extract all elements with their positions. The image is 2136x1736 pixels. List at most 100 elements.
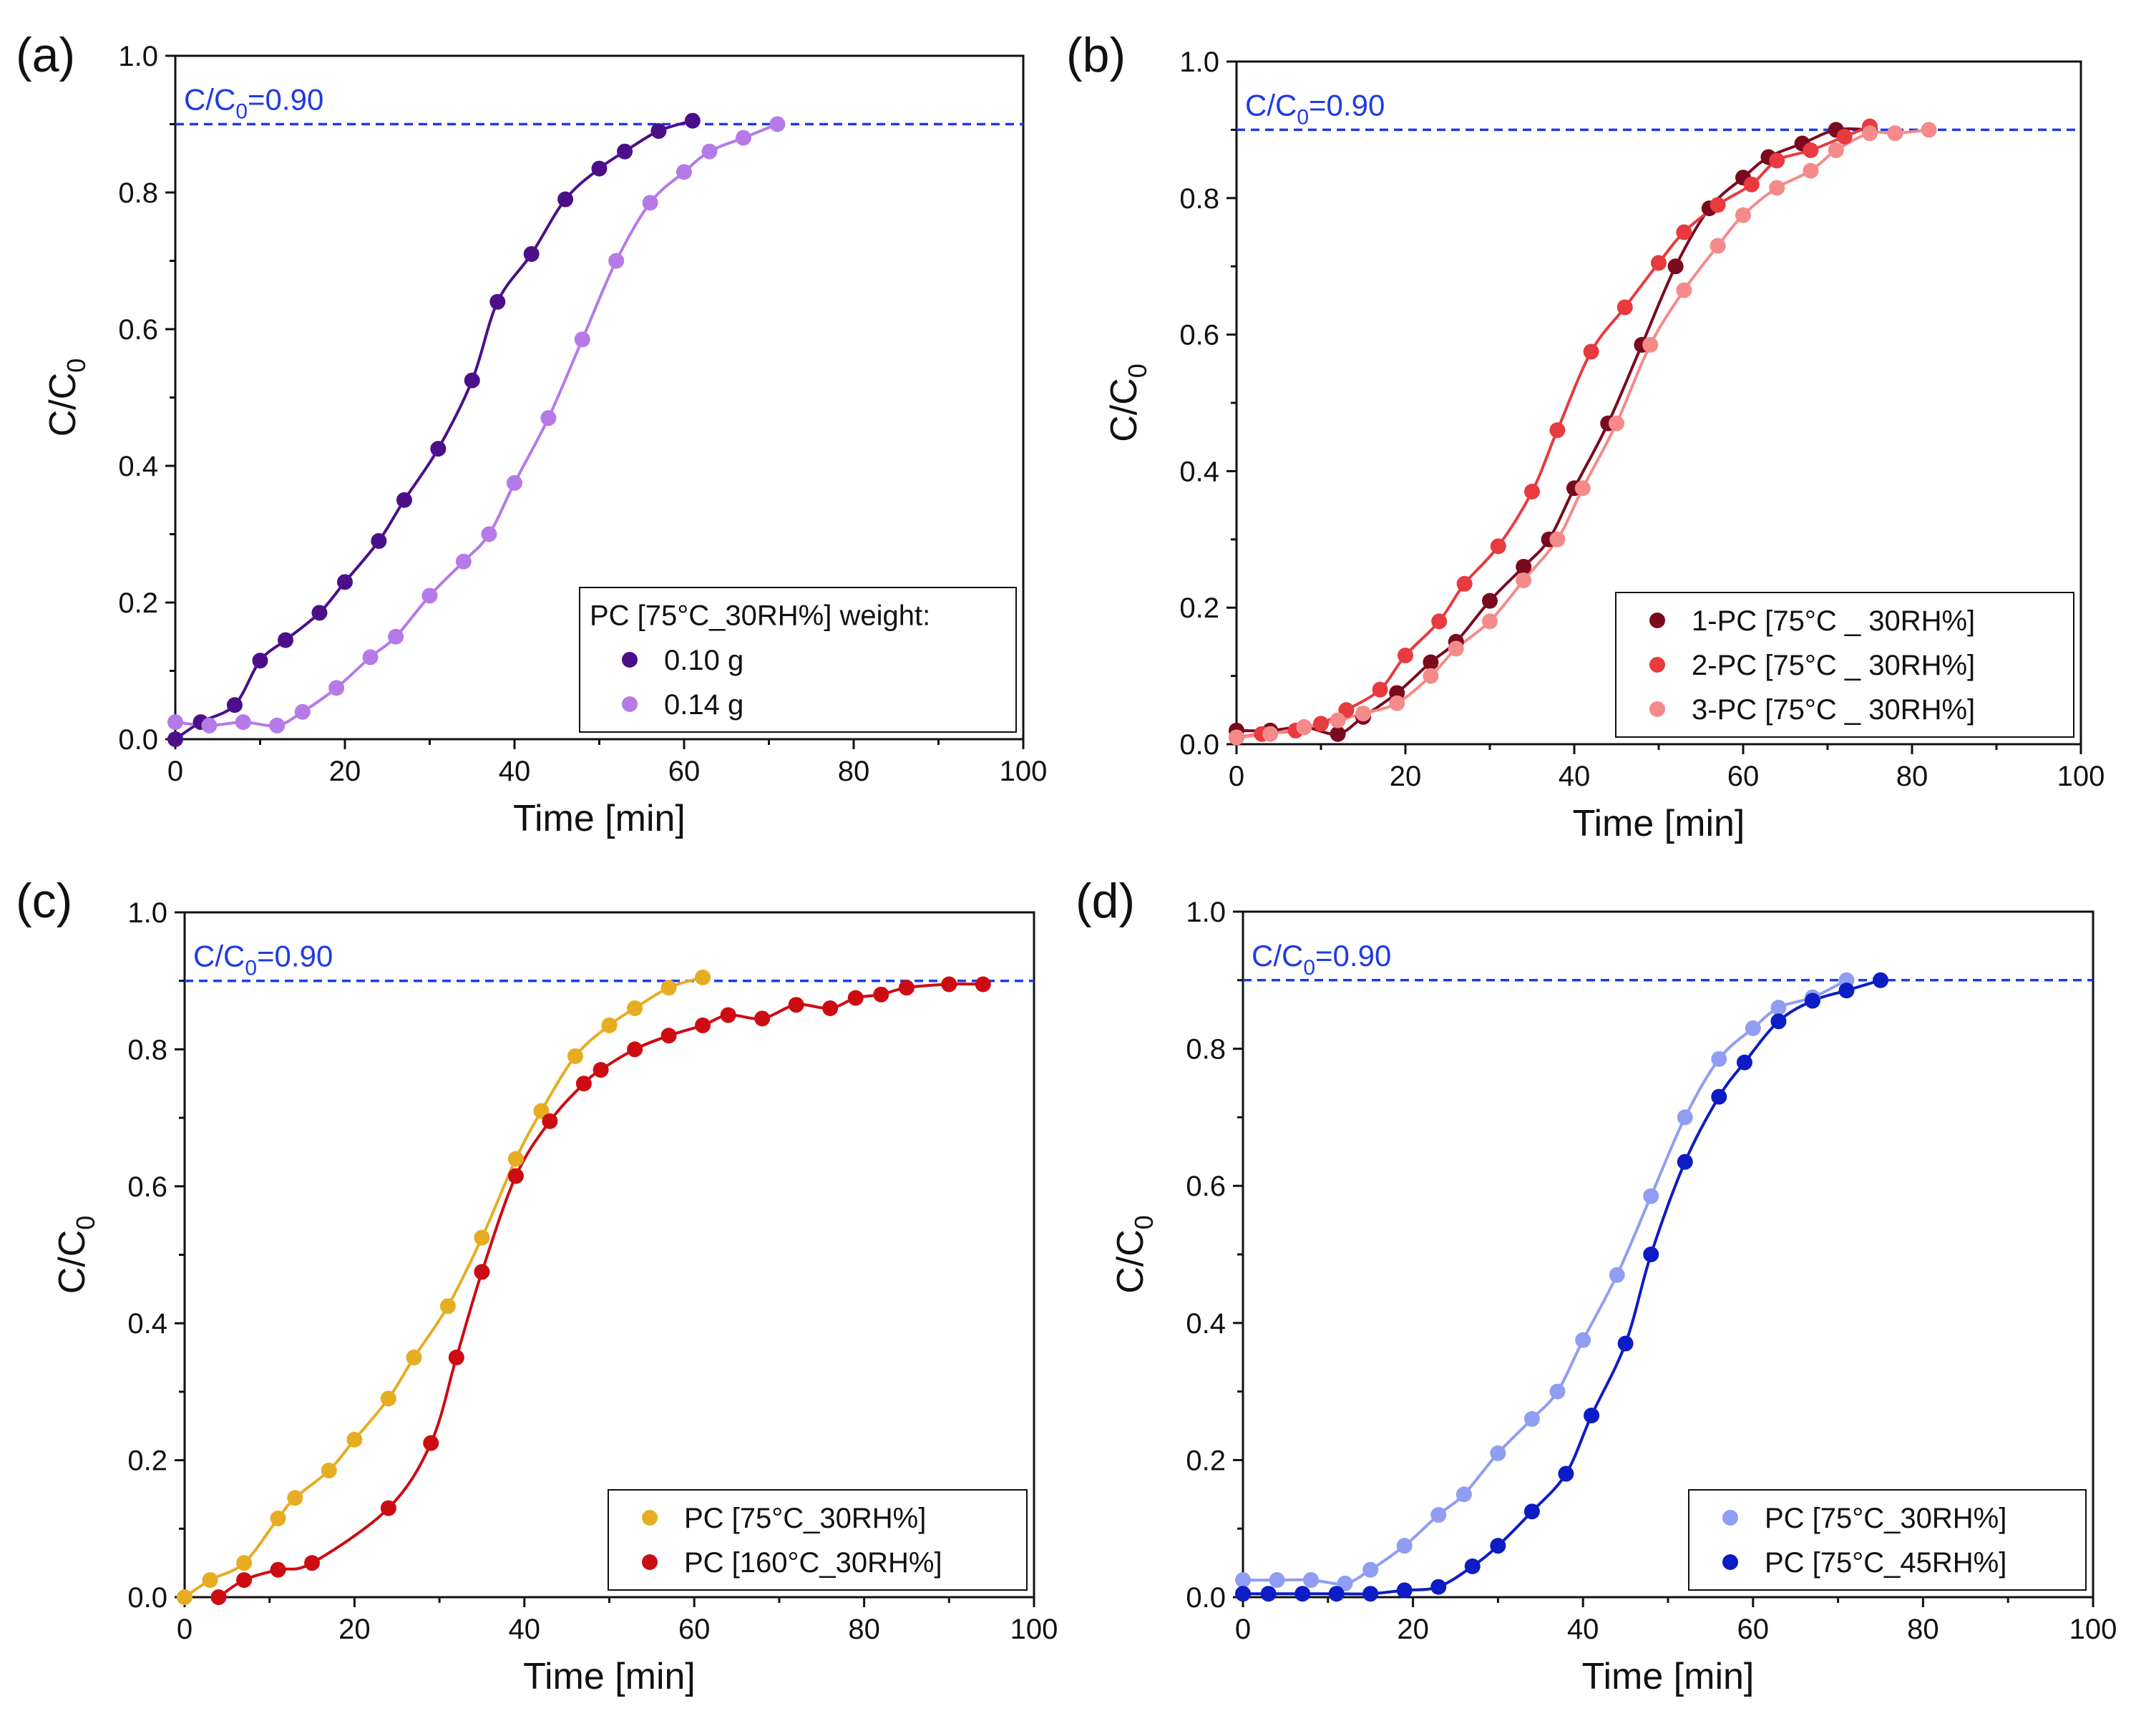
legend-marker: [1649, 657, 1665, 673]
data-point: [1836, 128, 1853, 145]
data-point: [455, 553, 472, 570]
data-point: [380, 1390, 396, 1407]
data-point: [1643, 1188, 1659, 1204]
data-point: [1372, 681, 1388, 698]
data-point: [1482, 593, 1498, 609]
data-point: [822, 1000, 839, 1016]
threshold-label-main: C/C: [1245, 88, 1297, 122]
y-axis-label: C/C0: [52, 1216, 100, 1294]
x-tick-label: 60: [668, 756, 701, 787]
y-tick-label: 0.4: [1179, 456, 1219, 487]
legend-entry: 3-PC [75°C _ 30RH%]: [1692, 694, 1975, 726]
legend-marker: [1649, 613, 1665, 628]
data-point: [278, 632, 294, 648]
data-point: [1711, 1088, 1727, 1105]
data-point: [1677, 1154, 1693, 1170]
data-point: [1609, 415, 1624, 431]
legend: PC [75°C_30RH%] weight: 0.10 g 0.14 g: [579, 587, 1017, 733]
x-tick-label: 0: [177, 1614, 192, 1645]
data-point: [474, 1229, 490, 1246]
x-tick-label: 80: [848, 1614, 880, 1645]
data-point: [1745, 1020, 1761, 1036]
data-point: [608, 253, 625, 269]
data-point: [423, 1435, 439, 1451]
data-point: [421, 587, 438, 604]
legend-box: [1688, 1489, 2087, 1591]
x-tick-label: 60: [1737, 1614, 1770, 1645]
data-point: [1455, 1486, 1472, 1503]
data-point: [371, 533, 387, 550]
data-point: [1430, 1579, 1447, 1595]
data-point: [540, 410, 557, 426]
data-point: [337, 574, 353, 590]
data-point: [1770, 1000, 1787, 1016]
x-tick-label: 20: [329, 756, 361, 787]
data-point: [1676, 224, 1692, 240]
data-point: [720, 1007, 736, 1023]
data-point: [1549, 531, 1566, 547]
data-point: [270, 1561, 286, 1578]
data-point: [1804, 993, 1820, 1009]
legend-title: PC [75°C_30RH%] weight:: [590, 600, 930, 632]
y-tick-label: 0.4: [1186, 1308, 1226, 1340]
data-point: [294, 703, 311, 720]
data-point: [1328, 1586, 1345, 1602]
data-point: [1575, 1332, 1591, 1348]
x-tick-label: 0: [1235, 1614, 1251, 1645]
data-point: [236, 1572, 253, 1589]
data-point: [1769, 152, 1785, 169]
data-point: [1362, 1561, 1379, 1578]
y-tick-label: 0.6: [118, 314, 158, 346]
data-point: [1423, 668, 1439, 684]
panel-c: (c) 0 20 40 60 80 100 0.0 0.2 0.4 0.6 0.8 1.0 Time [m…: [16, 874, 1058, 1697]
y-tick-label: 0.8: [127, 1034, 167, 1066]
legend: 1-PC [75°C _ 30RH%] 2-PC [75°C _ 30RH%] 3-…: [1615, 592, 2074, 738]
data-point: [601, 1017, 618, 1033]
data-point: [287, 1490, 303, 1506]
data-point: [676, 164, 692, 180]
data-point: [489, 293, 506, 310]
data-point: [627, 1000, 643, 1016]
series-fit-curve: [1236, 127, 1871, 736]
y-axis-label-main: C/C: [1110, 1229, 1151, 1294]
data-point: [1330, 712, 1346, 728]
x-axis-label: Time [min]: [1573, 803, 1745, 844]
panel-d: (d) 0 20 40 60 80 100 0.0 0.2 0.4 0.6 0.8 1.0 Time [m…: [1076, 874, 2117, 1697]
data-point: [1584, 1408, 1600, 1424]
data-point: [235, 714, 251, 731]
y-axis-label-main: C/C: [1103, 378, 1145, 442]
y-tick-label: 0.6: [1186, 1171, 1226, 1202]
legend: PC [75°C_30RH%] PC [160°C_30RH%]: [608, 1489, 1028, 1591]
y-tick-label: 0.2: [127, 1445, 167, 1477]
data-point: [523, 245, 540, 262]
data-point: [1490, 538, 1506, 555]
data-point: [847, 990, 864, 1006]
y-axis-label-main: C/C: [52, 1230, 93, 1294]
x-tick-label: 60: [1727, 761, 1760, 792]
data-point: [1838, 982, 1855, 999]
data-point: [1229, 729, 1244, 746]
data-point: [304, 1555, 321, 1571]
threshold-label-subscript: 0: [1297, 105, 1309, 129]
data-point: [574, 331, 590, 348]
x-tick-label: 100: [2069, 1614, 2117, 1645]
data-point: [1617, 1335, 1634, 1352]
data-point: [1262, 726, 1279, 742]
data-point: [380, 1500, 396, 1516]
y-axis-label-subscript: 0: [1123, 364, 1152, 378]
data-point: [311, 605, 328, 621]
data-point: [1803, 142, 1819, 159]
x-tick-label: 80: [1907, 1614, 1939, 1645]
data-point: [684, 112, 701, 129]
data-point: [1398, 647, 1413, 663]
threshold-label-value: =0.90: [1315, 939, 1391, 972]
y-tick-label: 0.6: [127, 1171, 167, 1203]
data-point: [439, 1298, 456, 1315]
threshold-label: C/C0=0.90: [1245, 88, 1385, 129]
data-point: [430, 441, 447, 457]
data-point: [346, 1431, 363, 1448]
data-point: [617, 143, 633, 160]
data-point: [1609, 1267, 1625, 1283]
panel-label-d: (d): [1076, 874, 1135, 928]
threshold-label-main: C/C: [193, 940, 245, 973]
